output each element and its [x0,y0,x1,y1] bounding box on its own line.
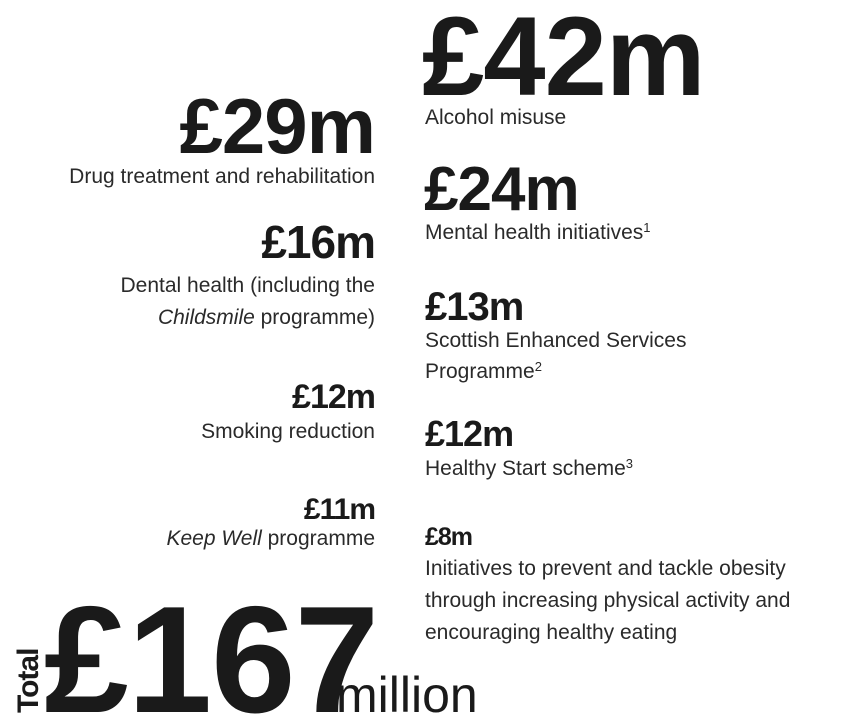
amount: £24m [424,155,579,224]
label-part: Programme [425,360,535,383]
amount: £12m [292,378,375,416]
label: Healthy Start scheme3 [425,456,633,481]
label-part: Healthy Start scheme [425,457,626,480]
label: Smoking reduction [201,420,375,443]
amount: £42m [422,0,704,119]
amount: £12m [425,413,513,454]
label: Childsmile programme) [158,306,375,329]
label-part: Mental health initiatives [425,221,643,244]
label: Drug treatment and rehabilitation [69,165,375,188]
amount: £16m [261,216,375,268]
amount: £8m [425,523,472,551]
label-part: programme [262,527,375,550]
right-column: £42m Alcohol misuse £24m Mental health i… [422,0,790,644]
amount: £11m [304,493,375,526]
label-italic: Keep Well [166,527,263,550]
footnote-marker: 1 [643,220,650,235]
total-amount: £167 [44,575,378,719]
label: Alcohol misuse [425,106,566,129]
label: Mental health initiatives1 [425,220,651,245]
left-column: £29m Drug treatment and rehabilitation £… [69,82,376,550]
label: Dental health (including the [120,274,375,297]
amount: £29m [180,82,376,170]
label-italic: Childsmile [158,306,255,329]
label: encouraging healthy eating [425,621,677,644]
label: Scottish Enhanced Services [425,329,686,352]
footnote-marker: 2 [535,359,542,374]
label: Keep Well programme [166,527,375,550]
total-label: Total [12,649,45,713]
amount: £13m [425,285,523,329]
total: Total £167 million [12,575,478,719]
total-unit: million [336,667,478,719]
footnote-marker: 3 [626,456,633,471]
label: Initiatives to prevent and tackle obesit… [425,557,786,580]
label-part: programme) [255,306,375,329]
label: Programme2 [425,359,542,384]
label: through increasing physical activity and [425,589,790,612]
